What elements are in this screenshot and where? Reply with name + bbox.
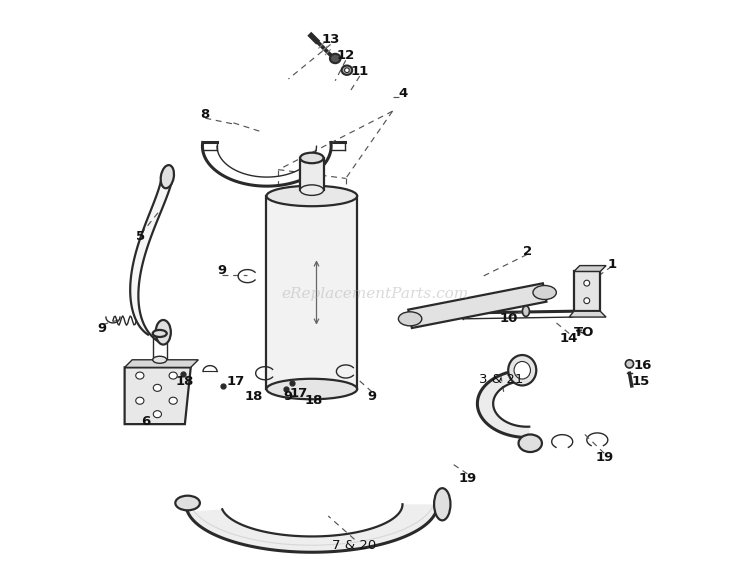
Text: 12: 12 xyxy=(337,49,355,62)
Text: 18: 18 xyxy=(176,375,194,388)
FancyBboxPatch shape xyxy=(266,196,357,389)
Text: 18: 18 xyxy=(304,394,322,407)
Ellipse shape xyxy=(169,397,177,404)
Ellipse shape xyxy=(518,435,542,452)
Polygon shape xyxy=(124,360,198,367)
Text: 9: 9 xyxy=(98,322,107,335)
Ellipse shape xyxy=(300,153,323,163)
Ellipse shape xyxy=(398,312,422,326)
Ellipse shape xyxy=(153,330,166,337)
Text: 3 & 21: 3 & 21 xyxy=(478,373,523,386)
Text: 5: 5 xyxy=(136,230,146,243)
Text: 15: 15 xyxy=(632,375,650,388)
Bar xyxy=(300,158,323,190)
Text: 18: 18 xyxy=(244,390,262,403)
Ellipse shape xyxy=(160,165,174,188)
Ellipse shape xyxy=(156,320,171,345)
Ellipse shape xyxy=(342,66,352,75)
Text: 7 & 20: 7 & 20 xyxy=(332,539,376,552)
Text: 2: 2 xyxy=(523,245,532,258)
Text: 14: 14 xyxy=(560,332,578,345)
Polygon shape xyxy=(569,311,606,317)
Text: TO: TO xyxy=(574,326,595,339)
Text: 4: 4 xyxy=(398,87,408,100)
Ellipse shape xyxy=(509,355,536,386)
Ellipse shape xyxy=(344,68,350,73)
Polygon shape xyxy=(130,176,173,342)
Polygon shape xyxy=(188,504,437,552)
Ellipse shape xyxy=(153,411,161,418)
Polygon shape xyxy=(408,283,547,328)
Text: 17: 17 xyxy=(290,387,308,400)
Ellipse shape xyxy=(136,397,144,404)
Ellipse shape xyxy=(153,356,166,363)
Polygon shape xyxy=(574,266,606,271)
Ellipse shape xyxy=(300,185,323,195)
Ellipse shape xyxy=(330,54,340,63)
Text: 9: 9 xyxy=(284,390,293,403)
Ellipse shape xyxy=(584,280,590,286)
Text: 11: 11 xyxy=(351,65,369,78)
Ellipse shape xyxy=(169,372,177,379)
Text: 16: 16 xyxy=(634,359,652,372)
Text: 9: 9 xyxy=(217,264,226,277)
Text: 9: 9 xyxy=(368,390,376,403)
Text: eReplacementParts.com: eReplacementParts.com xyxy=(281,287,469,301)
Ellipse shape xyxy=(626,360,634,368)
Ellipse shape xyxy=(514,362,530,379)
Ellipse shape xyxy=(153,384,161,391)
Ellipse shape xyxy=(266,185,357,206)
Text: 10: 10 xyxy=(500,312,517,325)
Ellipse shape xyxy=(176,495,200,510)
Text: 19: 19 xyxy=(458,472,476,485)
Text: 8: 8 xyxy=(201,108,210,121)
Polygon shape xyxy=(478,370,530,438)
Text: 17: 17 xyxy=(226,375,245,388)
Ellipse shape xyxy=(266,379,357,400)
Text: 6: 6 xyxy=(141,415,150,428)
Polygon shape xyxy=(124,367,190,424)
Ellipse shape xyxy=(584,298,590,304)
Ellipse shape xyxy=(523,306,530,316)
Text: 1: 1 xyxy=(608,258,616,271)
Ellipse shape xyxy=(533,285,556,300)
Text: 13: 13 xyxy=(321,33,340,46)
Polygon shape xyxy=(574,271,600,311)
Text: 19: 19 xyxy=(596,451,613,464)
Ellipse shape xyxy=(136,372,144,379)
Ellipse shape xyxy=(434,488,451,521)
